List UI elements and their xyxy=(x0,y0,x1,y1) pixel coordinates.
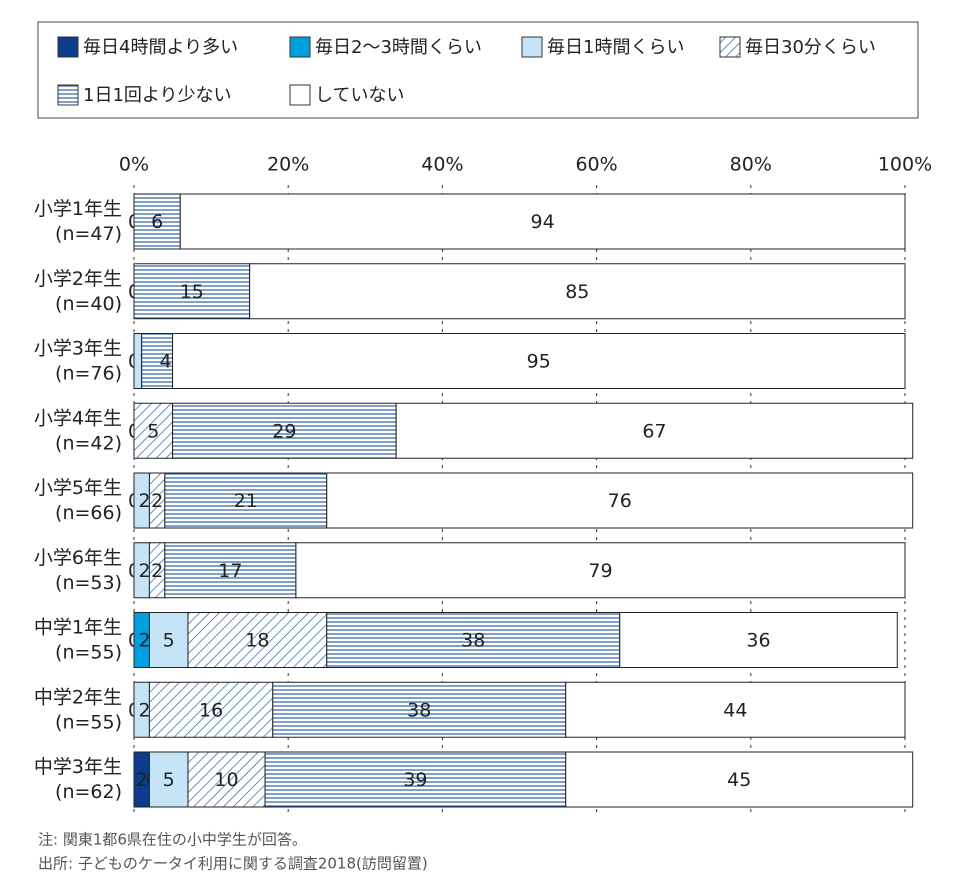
bar-segment xyxy=(172,402,397,459)
bar-segment xyxy=(148,612,189,668)
data-label: 15 xyxy=(180,281,204,303)
data-label: 79 xyxy=(588,560,612,582)
legend-swatch xyxy=(57,84,79,106)
y-tick-sublabel: (n=76) xyxy=(55,363,122,385)
bar-segment xyxy=(187,751,266,808)
x-tick-label: 20% xyxy=(267,154,309,176)
legend-label: 毎日4時間より多い xyxy=(83,37,238,58)
y-tick-sublabel: (n=40) xyxy=(55,293,122,315)
bar-segment xyxy=(164,542,297,599)
bar-segment xyxy=(326,472,914,529)
y-tick-sublabel: (n=55) xyxy=(55,642,122,664)
x-tick-label: 60% xyxy=(575,154,617,176)
data-label: 2 xyxy=(138,560,150,582)
data-label: 2 xyxy=(136,769,148,791)
data-label: 6 xyxy=(151,211,163,233)
y-tick-label: 小学3年生 xyxy=(34,338,122,360)
data-label: 94 xyxy=(531,211,555,233)
bar-segment xyxy=(187,612,328,668)
data-label: 45 xyxy=(727,769,751,791)
bar-segment xyxy=(164,472,328,529)
data-label: 29 xyxy=(272,420,296,442)
data-label: 76 xyxy=(608,490,632,512)
bar-segment xyxy=(565,681,906,738)
legend-label: していない xyxy=(315,85,404,106)
data-label: 4 xyxy=(159,351,171,373)
x-tick-label: 40% xyxy=(421,154,463,176)
y-tick-label: 中学3年生 xyxy=(34,756,122,778)
data-label: 17 xyxy=(218,560,242,582)
legend-label: 毎日1時間くらい xyxy=(547,37,684,58)
data-label: 21 xyxy=(234,490,258,512)
bar-segment xyxy=(272,681,567,738)
legend-swatch xyxy=(57,36,79,58)
note: 注: 関東1都6県在住の小中学生が回答。 xyxy=(38,831,307,849)
y-tick-sublabel: (n=53) xyxy=(55,572,122,594)
data-label: 5 xyxy=(147,420,159,442)
y-tick-label: 中学1年生 xyxy=(34,617,122,639)
data-label: 95 xyxy=(527,351,551,373)
x-tick-label: 0% xyxy=(119,154,149,176)
bar-segment xyxy=(148,681,274,738)
source: 出所: 子どものケータイ利用に関する調査2018(訪問留置) xyxy=(38,855,428,873)
y-tick-label: 小学1年生 xyxy=(34,198,122,220)
y-tick-sublabel: (n=47) xyxy=(55,223,122,245)
bar-segment xyxy=(133,402,174,459)
legend-swatch xyxy=(289,84,311,106)
bar-segment xyxy=(395,402,914,459)
bar-segment xyxy=(148,751,189,808)
bar-segment xyxy=(249,263,906,320)
y-tick-label: 小学6年生 xyxy=(34,547,122,569)
bar-segment xyxy=(141,333,174,389)
data-label: 85 xyxy=(565,281,589,303)
data-label: 2 xyxy=(138,699,150,721)
data-label: 39 xyxy=(403,769,427,791)
data-label: 2 xyxy=(151,560,163,582)
legend-label: 毎日2～3時間くらい xyxy=(315,37,482,58)
bar-segment xyxy=(133,193,181,250)
data-label: 38 xyxy=(461,630,485,652)
data-label: 38 xyxy=(407,699,431,721)
legend-swatch xyxy=(719,36,741,58)
data-label: 5 xyxy=(163,630,175,652)
bar-segment xyxy=(172,333,906,389)
bar-segment xyxy=(326,612,621,668)
legend-box xyxy=(37,21,919,119)
bar-segment xyxy=(619,612,898,668)
legend-label: 1日1回より少ない xyxy=(83,85,232,106)
data-label: 44 xyxy=(723,699,747,721)
data-label: 2 xyxy=(151,490,163,512)
y-tick-label: 小学4年生 xyxy=(34,407,122,429)
bar-segment xyxy=(133,263,251,320)
y-tick-label: 小学2年生 xyxy=(34,268,122,290)
x-tick-label: 80% xyxy=(730,154,772,176)
x-tick-label: 100% xyxy=(878,154,932,176)
bar-segment xyxy=(179,193,906,250)
legend-swatch xyxy=(521,36,543,58)
bar-segment xyxy=(295,542,906,599)
data-label: 36 xyxy=(746,630,770,652)
y-tick-sublabel: (n=55) xyxy=(55,711,122,733)
bar-segment xyxy=(264,751,567,808)
data-label: 2 xyxy=(138,490,150,512)
data-label: 10 xyxy=(214,769,238,791)
data-label: 5 xyxy=(163,769,175,791)
y-tick-label: 小学5年生 xyxy=(34,477,122,499)
data-label: 2 xyxy=(138,630,150,652)
data-label: 16 xyxy=(199,699,223,721)
y-tick-label: 中学2年生 xyxy=(34,686,122,708)
bar-segment xyxy=(565,751,914,808)
y-tick-sublabel: (n=62) xyxy=(55,781,122,803)
y-tick-sublabel: (n=42) xyxy=(55,432,122,454)
data-label: 67 xyxy=(642,420,666,442)
data-label: 18 xyxy=(245,630,269,652)
legend-label: 毎日30分くらい xyxy=(745,37,876,58)
legend-swatch xyxy=(289,36,311,58)
y-tick-sublabel: (n=66) xyxy=(55,502,122,524)
